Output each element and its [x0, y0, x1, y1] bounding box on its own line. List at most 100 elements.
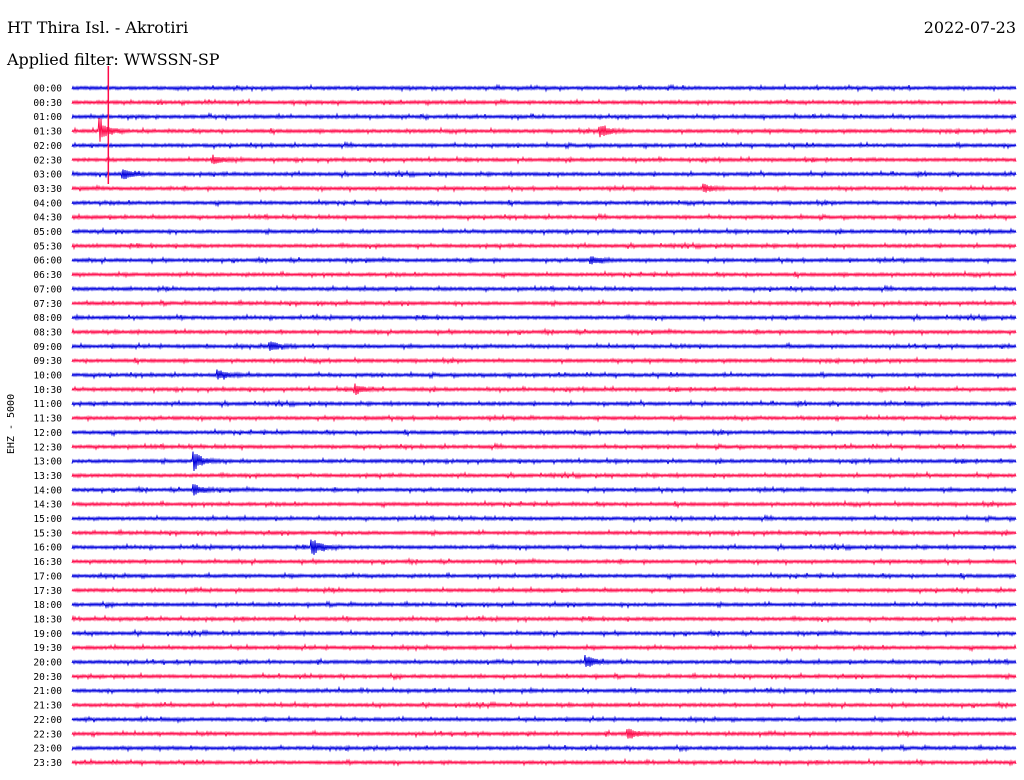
- seismogram-trace-0830: [71, 327, 1017, 337]
- seismogram-trace-0700: [71, 284, 1017, 294]
- seismogram-trace-1430: [71, 499, 1017, 509]
- time-tick-label: 05:00: [33, 227, 62, 238]
- time-tick-label: 12:30: [33, 442, 62, 453]
- seismogram-trace-0530: [71, 241, 1017, 251]
- time-tick-label: 03:00: [33, 170, 62, 181]
- time-tick-label: 21:00: [33, 686, 62, 697]
- time-tick-label: 05:30: [33, 241, 62, 252]
- time-tick-label: 07:30: [33, 299, 62, 310]
- time-tick-label: 22:30: [33, 729, 62, 740]
- time-tick-label: 13:00: [33, 457, 62, 468]
- time-tick-label: 01:00: [33, 112, 62, 123]
- time-tick-label: 02:30: [33, 155, 62, 166]
- seismogram-trace-2030: [71, 671, 1017, 681]
- seismogram-trace-0100: [71, 111, 1017, 122]
- seismogram-trace-1500: [71, 514, 1017, 524]
- seismogram-trace-1130: [71, 413, 1017, 423]
- date-label: 2022-07-23: [923, 18, 1016, 37]
- time-tick-label: 08:00: [33, 313, 62, 324]
- time-tick-label: 20:30: [33, 672, 62, 683]
- seismogram-trace-0500: [71, 226, 1017, 237]
- seismogram-trace-1900: [71, 628, 1017, 639]
- seismogram-trace-0030: [71, 97, 1017, 107]
- time-tick-label: 13:30: [33, 471, 62, 482]
- seismogram-trace-0230: [71, 154, 1017, 165]
- seismogram-trace-1800: [71, 600, 1017, 610]
- time-tick-label: 09:00: [33, 342, 62, 353]
- time-tick-label: 02:00: [33, 141, 62, 152]
- seismogram-trace-2300: [71, 743, 1017, 753]
- seismogram-trace-0800: [71, 313, 1017, 323]
- seismogram-trace-0200: [71, 140, 1017, 151]
- seismogram-trace-1030: [71, 383, 1017, 396]
- time-tick-label: 10:30: [33, 385, 62, 396]
- seismogram-trace-1300: [71, 451, 1017, 472]
- seismogram-trace-2100: [71, 685, 1017, 696]
- time-tick-label: 17:00: [33, 571, 62, 582]
- seismogram-trace-1330: [71, 470, 1017, 481]
- seismogram-trace-0330: [71, 183, 1017, 194]
- time-tick-label: 06:00: [33, 256, 62, 267]
- time-tick-label: 11:00: [33, 399, 62, 410]
- seismogram-trace-1930: [71, 643, 1017, 653]
- seismogram-trace-1600: [71, 539, 1017, 555]
- seismogram-trace-1700: [71, 571, 1017, 581]
- seismogram-trace-0630: [71, 269, 1017, 280]
- time-tick-label: 14:00: [33, 485, 62, 496]
- time-tick-label: 06:30: [33, 270, 62, 281]
- seismogram-trace-0400: [71, 198, 1017, 208]
- time-tick-label: 23:00: [33, 744, 62, 755]
- seismogram-trace-2130: [71, 700, 1017, 710]
- trace-group: [71, 66, 1017, 767]
- time-tick-label: 09:30: [33, 356, 62, 367]
- time-tick-label: 20:00: [33, 658, 62, 669]
- seismogram-trace-1000: [71, 369, 1017, 380]
- time-tick-label: 03:30: [33, 184, 62, 195]
- seismogram-trace-0930: [71, 356, 1017, 366]
- seismogram-trace-1730: [71, 585, 1017, 595]
- seismogram-trace-1230: [71, 442, 1017, 452]
- station-title: HT Thira Isl. - Akrotiri: [7, 18, 189, 37]
- seismogram-trace-2330: [71, 757, 1017, 767]
- time-tick-label: 04:00: [33, 198, 62, 209]
- time-tick-label: 23:30: [33, 758, 62, 769]
- filter-label: Applied filter: WWSSN-SP: [7, 50, 220, 69]
- seismogram-trace-2230: [71, 728, 1017, 739]
- seismogram-trace-1530: [71, 528, 1017, 538]
- seismogram-trace-0130: [71, 117, 1017, 142]
- time-tick-label: 16:30: [33, 557, 62, 568]
- time-tick-label: 15:00: [33, 514, 62, 525]
- time-tick-label: 12:00: [33, 428, 62, 439]
- time-tick-label: 18:00: [33, 600, 62, 611]
- time-tick-label: 00:00: [33, 84, 62, 95]
- time-tick-label: 17:30: [33, 586, 62, 597]
- time-tick-label: 00:30: [33, 98, 62, 109]
- time-tick-label: 18:30: [33, 614, 62, 625]
- seismogram-trace-0900: [71, 341, 1017, 351]
- y-axis-label: EHZ - 5000: [6, 394, 17, 454]
- seismogram-trace-1200: [71, 427, 1017, 438]
- time-tick-label: 07:00: [33, 284, 62, 295]
- seismogram-trace-2000: [71, 654, 1017, 667]
- tick-label-group: 00:00 00:30 01:00 01:30 02:00 02:30 03:00 03:30…: [33, 84, 62, 769]
- time-tick-label: 04:30: [33, 213, 62, 224]
- time-tick-label: 19:00: [33, 629, 62, 640]
- time-tick-label: 11:30: [33, 414, 62, 425]
- time-tick-label: 21:30: [33, 701, 62, 712]
- seismogram-trace-0600: [71, 255, 1017, 266]
- time-tick-label: 22:00: [33, 715, 62, 726]
- time-tick-label: 19:30: [33, 643, 62, 654]
- seismogram-trace-1400: [71, 484, 1017, 496]
- seismogram-trace-0730: [71, 298, 1017, 308]
- seismogram-trace-0300: [71, 169, 1017, 180]
- time-tick-label: 16:00: [33, 543, 62, 554]
- seismogram-trace-1830: [71, 614, 1017, 624]
- time-tick-label: 15:30: [33, 528, 62, 539]
- time-tick-label: 01:30: [33, 127, 62, 138]
- time-tick-label: 08:30: [33, 327, 62, 338]
- seismogram-trace-0000: [71, 83, 1017, 93]
- time-tick-label: 10:00: [33, 371, 62, 382]
- seismogram-trace-1630: [71, 557, 1017, 567]
- time-tick-label: 14:30: [33, 500, 62, 511]
